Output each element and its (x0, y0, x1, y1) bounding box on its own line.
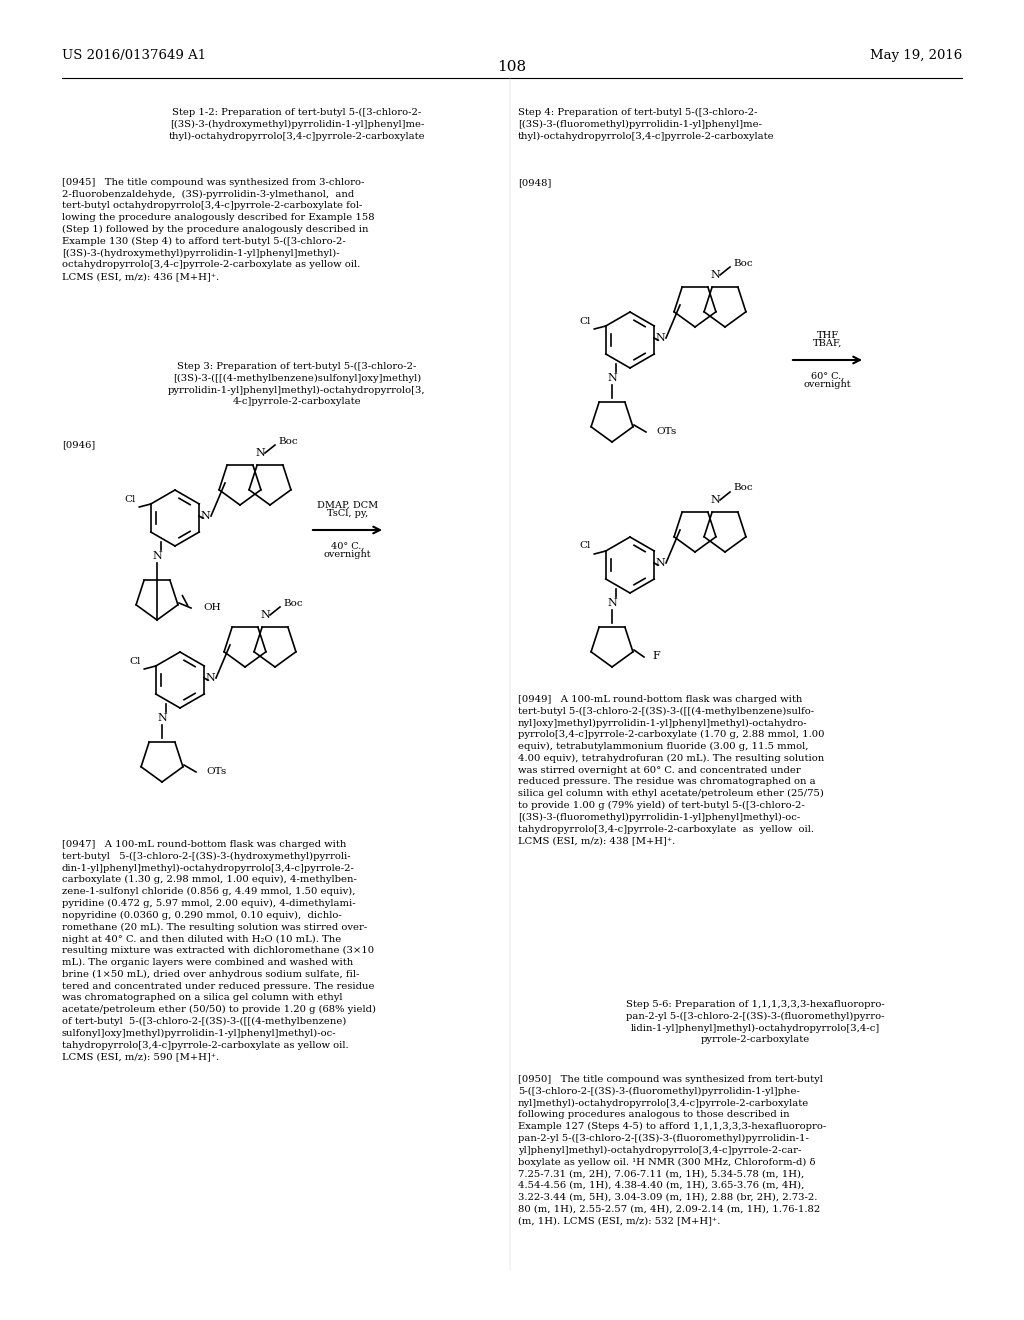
Text: Step 1-2: Preparation of tert-butyl 5-([3-chloro-2-
[(3S)-3-(hydroxymethyl)pyrro: Step 1-2: Preparation of tert-butyl 5-([… (169, 108, 425, 141)
Text: Step 4: Preparation of tert-butyl 5-([3-chloro-2-
[(3S)-3-(fluoromethyl)pyrrolid: Step 4: Preparation of tert-butyl 5-([3-… (518, 108, 774, 141)
Text: Cl: Cl (124, 495, 135, 503)
Text: Step 3: Preparation of tert-butyl 5-([3-chloro-2-
[(3S)-3-([[(4-methylbenzene)su: Step 3: Preparation of tert-butyl 5-([3-… (168, 362, 426, 407)
Text: Cl: Cl (579, 317, 590, 326)
Text: N: N (260, 610, 270, 620)
Text: Step 5-6: Preparation of 1,1,1,3,3,3-hexafluoropro-
pan-2-yl 5-([3-chloro-2-[(3S: Step 5-6: Preparation of 1,1,1,3,3,3-hex… (626, 1001, 885, 1044)
Text: 40° C.,: 40° C., (331, 543, 365, 550)
Text: 60° C.,: 60° C., (811, 372, 844, 381)
Text: overnight: overnight (804, 380, 851, 389)
Text: DMAP, DCM: DMAP, DCM (316, 502, 378, 510)
Text: overnight: overnight (324, 550, 372, 558)
Text: 108: 108 (498, 59, 526, 74)
Text: N: N (607, 598, 616, 609)
Text: [0948]: [0948] (518, 178, 551, 187)
Text: OTs: OTs (656, 426, 676, 436)
Text: N: N (255, 447, 265, 458)
Text: N: N (205, 673, 215, 682)
Text: OTs: OTs (206, 767, 226, 776)
Text: TsCl, py,: TsCl, py, (327, 510, 368, 517)
Text: OH: OH (203, 602, 220, 611)
Text: Cl: Cl (579, 541, 590, 550)
Text: THF: THF (816, 331, 839, 341)
Text: F: F (652, 651, 659, 661)
Text: N: N (607, 374, 616, 383)
Text: N: N (655, 333, 665, 343)
Text: [0950]   The title compound was synthesized from tert-butyl
5-([3-chloro-2-[(3S): [0950] The title compound was synthesize… (518, 1074, 826, 1225)
Text: N: N (655, 558, 665, 568)
Text: Boc: Boc (283, 598, 303, 607)
Text: Cl: Cl (129, 656, 140, 665)
Text: [0947]   A 100-mL round-bottom flask was charged with
tert-butyl   5-([3-chloro-: [0947] A 100-mL round-bottom flask was c… (62, 840, 376, 1061)
Text: US 2016/0137649 A1: US 2016/0137649 A1 (62, 49, 206, 62)
Text: May 19, 2016: May 19, 2016 (869, 49, 962, 62)
Text: [0946]: [0946] (62, 440, 95, 449)
Text: N: N (710, 495, 720, 506)
Text: [0949]   A 100-mL round-bottom flask was charged with
tert-butyl 5-([3-chloro-2-: [0949] A 100-mL round-bottom flask was c… (518, 696, 824, 845)
Text: N: N (153, 550, 162, 561)
Text: Boc: Boc (733, 483, 753, 492)
Text: [0945]   The title compound was synthesized from 3-chloro-
2-fluorobenzaldehyde,: [0945] The title compound was synthesize… (62, 178, 375, 281)
Text: N: N (157, 713, 167, 723)
Text: N: N (200, 511, 210, 521)
Text: TBAF,: TBAF, (813, 339, 842, 348)
Text: Boc: Boc (278, 437, 298, 446)
Text: N: N (710, 271, 720, 280)
Text: Boc: Boc (733, 259, 753, 268)
